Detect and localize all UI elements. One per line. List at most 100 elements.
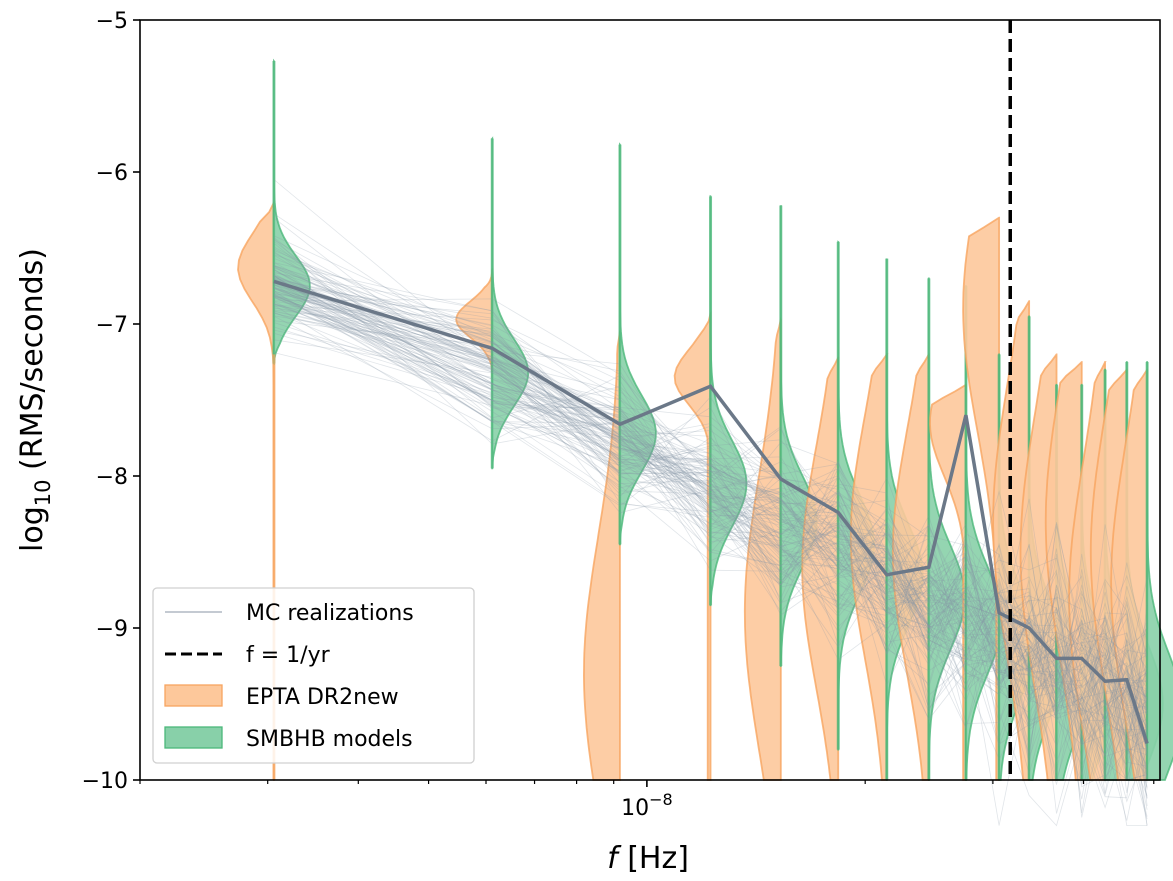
mc-realization-line	[273, 322, 1148, 784]
mc-realization-line	[273, 339, 1148, 799]
mc-realization-line	[273, 290, 1148, 707]
mc-realization-line	[273, 277, 1148, 809]
mc-realization-line	[273, 254, 1148, 758]
mc-realization-line	[273, 267, 1148, 735]
mc-realization-line	[273, 294, 1148, 785]
mc-realization-line	[273, 179, 1148, 780]
epta-violin-14	[1068, 361, 1107, 781]
mc-realization-line	[273, 287, 1148, 757]
mc-realization-line	[273, 293, 1148, 697]
axis-ticks: −5 −6 −7 −8 −9 −10	[82, 9, 1155, 794]
epta-violin-12	[1019, 353, 1058, 781]
mc-realization-line	[273, 265, 1148, 798]
mc-realization-line	[273, 287, 1148, 818]
mc-realization-line	[273, 275, 1148, 743]
mc-realization-line	[273, 294, 1148, 813]
mc-realization-line	[273, 269, 1148, 729]
mc-realization-line	[273, 352, 1148, 774]
mc-realization-line	[273, 305, 1148, 821]
x-axis-label: f [Hz]	[607, 841, 689, 876]
mc-realization-line	[273, 240, 1148, 759]
mc-realization-line	[273, 281, 1148, 712]
mc-realization-line	[273, 238, 1148, 717]
mc-realization-line	[273, 303, 1148, 781]
mc-realization-line	[273, 301, 1148, 763]
mc-realization-line	[273, 311, 1148, 820]
mc-realization-line	[273, 287, 1148, 769]
mc-realization-line	[273, 284, 1148, 778]
legend-epta-label: EPTA DR2new	[246, 685, 399, 710]
mc-realization-line	[273, 235, 1148, 781]
mc-realization-line	[273, 264, 1148, 768]
mc-realization-line	[273, 246, 1148, 810]
mc-realization-line	[273, 310, 1148, 800]
mc-realization-line	[273, 269, 1148, 776]
mc-realization-line	[273, 278, 1148, 771]
mc-realization-line	[273, 311, 1148, 695]
mc-realization-line	[273, 269, 1148, 752]
epta-violin-5	[743, 316, 782, 781]
smbhb-violin-3	[618, 142, 657, 546]
mc-realization-line	[273, 304, 1148, 826]
mc-realization-line	[273, 307, 1148, 826]
mc-realization-line	[273, 295, 1148, 691]
mc-realization-line	[273, 275, 1148, 744]
mc-realization-line	[273, 265, 1148, 752]
mc-realization-line	[273, 262, 1148, 726]
epta-violin-16	[1110, 368, 1149, 781]
y-tick-label: −9	[96, 617, 128, 642]
mc-realization-line	[273, 288, 1148, 727]
mc-realization-line	[273, 250, 1148, 755]
mc-realization-line	[273, 303, 1148, 700]
mc-realization-line	[273, 279, 1148, 722]
mc-realization-line	[273, 284, 1148, 715]
mc-realization-line	[273, 265, 1148, 744]
mc-realization-line	[273, 295, 1148, 780]
mc-realization-line	[273, 303, 1148, 803]
smbhb-violin-2	[491, 136, 530, 470]
mc-realization-line	[273, 294, 1148, 751]
mc-realization-line	[273, 309, 1148, 779]
mc-realization-line	[273, 282, 1148, 826]
mc-realization-line	[273, 213, 1148, 737]
mc-realization-line	[273, 265, 1148, 788]
mc-realization-line	[273, 275, 1148, 730]
legend-mc-label: MC realizations	[246, 601, 414, 626]
legend-smbhb-swatch	[164, 726, 223, 749]
mc-realization-line	[273, 307, 1148, 734]
mc-realization-line	[273, 290, 1148, 775]
mc-realization-line	[273, 261, 1148, 768]
y-tick-label: −7	[96, 313, 128, 338]
mc-realization-line	[273, 315, 1148, 826]
mc-realization-line	[273, 283, 1148, 814]
y-tick-label: −6	[96, 161, 128, 186]
legend-epta-swatch	[164, 684, 223, 707]
mc-realization-line	[273, 282, 1148, 774]
mc-realization-line	[273, 297, 1148, 759]
mc-realization-line	[273, 254, 1148, 751]
mc-realization-line	[273, 279, 1148, 757]
y-tick-label: −5	[96, 9, 128, 34]
mc-realization-line	[273, 312, 1148, 794]
y-tick-label: −10	[82, 769, 128, 794]
mc-realization-line	[273, 326, 1148, 712]
epta-violin-13	[1044, 361, 1083, 781]
epta-violin-8	[891, 353, 930, 781]
mc-realization-line	[273, 237, 1148, 756]
legend-smbhb-label: SMBHB models	[246, 727, 413, 752]
y-axis-label: log10 (RMS/seconds)	[15, 248, 55, 552]
mc-realization-line	[273, 286, 1148, 751]
mc-realization-line	[273, 272, 1148, 731]
epta-violin-9	[929, 383, 967, 781]
mc-realization-line	[273, 271, 1148, 715]
mc-realization-line	[273, 286, 1148, 748]
mc-realization-line	[273, 296, 1148, 726]
mc-realization-line	[273, 304, 1148, 769]
epta-violin-2	[455, 267, 494, 379]
smbhb-violin-8	[927, 277, 966, 781]
mc-realization-line	[273, 273, 1148, 726]
plot-frame	[139, 19, 1161, 781]
mc-realization-line	[273, 278, 1148, 737]
mc-realization-line	[273, 293, 1148, 796]
